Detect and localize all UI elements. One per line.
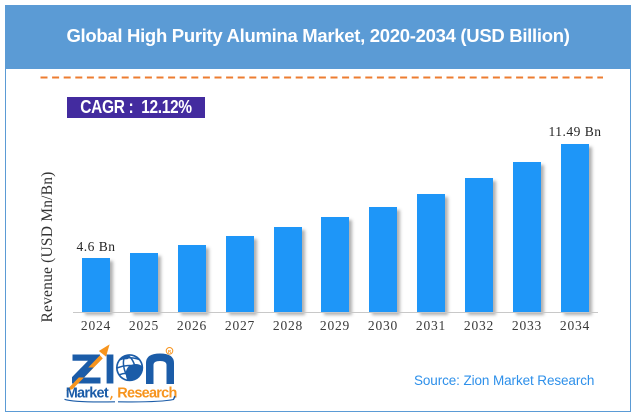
svg-text:Research: Research <box>117 386 176 402</box>
svg-text:R: R <box>168 349 172 354</box>
svg-text:Market: Market <box>66 386 109 402</box>
